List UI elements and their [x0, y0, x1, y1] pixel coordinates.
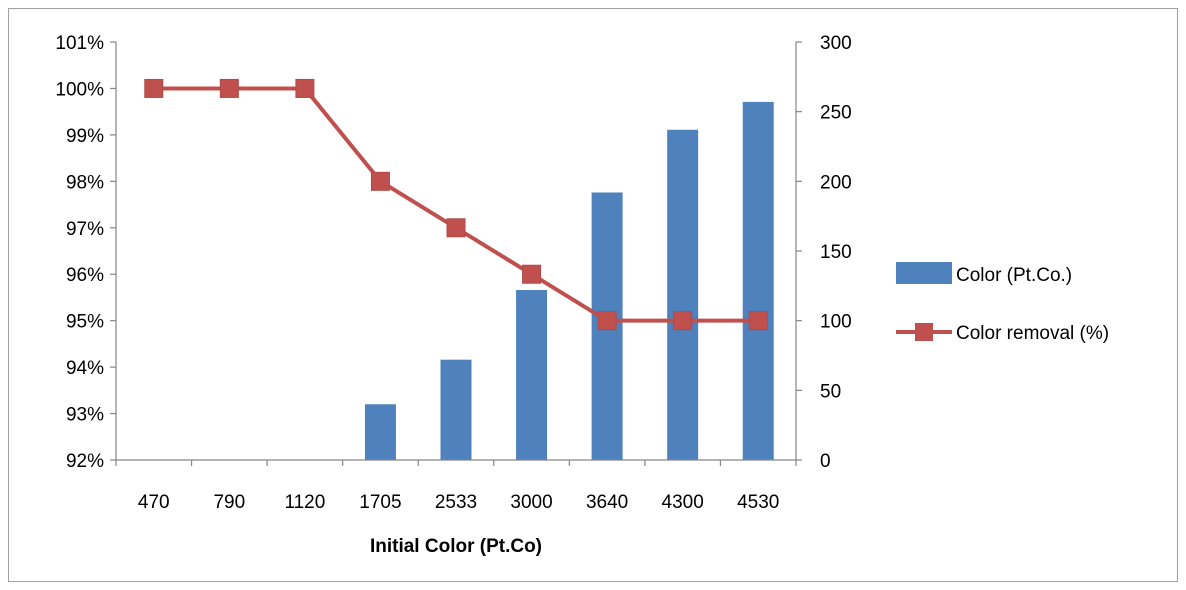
y-left-tick-label: 101% [55, 33, 104, 54]
line-point-3640 [597, 311, 617, 331]
y-left-tick-label: 100% [55, 79, 104, 100]
line-point-3000 [522, 264, 542, 284]
line-point-1705 [370, 171, 390, 191]
legend-swatch-line [915, 323, 933, 341]
line-layer [144, 78, 768, 331]
y-left-tick-label: 94% [66, 358, 104, 379]
y-left-tick-label: 97% [66, 219, 104, 240]
labels-layer: 92% 93% 94% 95% 96% 97% 98% 99% 100% 101% 0 50 100 15… [55, 33, 851, 513]
y-right-tick-label: 150 [820, 242, 852, 263]
bar-4530 [742, 101, 774, 460]
bar-2533 [440, 359, 472, 460]
x-tick-label-2533: 2533 [435, 492, 477, 513]
line-point-470 [144, 78, 164, 98]
x-tick-label-4300: 4300 [662, 492, 704, 513]
y-right-tick-label: 300 [820, 33, 852, 54]
y-left-tick-label: 99% [66, 126, 104, 147]
axes-layer [110, 41, 802, 466]
line-point-1120 [295, 78, 315, 98]
line-point-4300 [673, 311, 693, 331]
bar-1705 [364, 404, 396, 460]
y-left-tick-label: 92% [66, 451, 104, 472]
line-point-790 [219, 78, 239, 98]
x-tick-label-3000: 3000 [510, 492, 552, 513]
bar-4300 [667, 129, 699, 460]
x-tick-label-1120: 1120 [284, 492, 325, 513]
x-tick-label-3640: 3640 [586, 492, 628, 513]
y-right-tick-label: 50 [820, 381, 841, 402]
x-tick-label-4530: 4530 [737, 492, 779, 513]
legend-label-line: Color removal (%) [956, 323, 1109, 344]
bar-3000 [516, 290, 548, 460]
x-axis-title: Initial Color (Pt.Co) [370, 536, 542, 557]
y-right-tick-label: 250 [820, 103, 852, 124]
x-tick-label-790: 790 [213, 492, 245, 513]
legend-swatch-bar [896, 262, 952, 284]
y-right-tick-label: 100 [820, 312, 852, 333]
y-right-tick-label: 0 [820, 451, 831, 472]
y-left-tick-label: 93% [66, 405, 104, 426]
y-left-tick-label: 98% [66, 172, 104, 193]
x-tick-label-470: 470 [138, 492, 170, 513]
x-tick-label-1705: 1705 [359, 492, 401, 513]
legend-label-bar: Color (Pt.Co.) [956, 265, 1072, 286]
y-right-tick-label: 200 [820, 172, 852, 193]
y-left-tick-label: 95% [66, 312, 104, 333]
line-point-2533 [446, 218, 466, 238]
legend: Color (Pt.Co.) Color removal (%) [896, 262, 1109, 344]
line-point-4530 [748, 311, 768, 331]
bars-layer [364, 101, 774, 461]
y-left-tick-label: 96% [66, 265, 104, 286]
